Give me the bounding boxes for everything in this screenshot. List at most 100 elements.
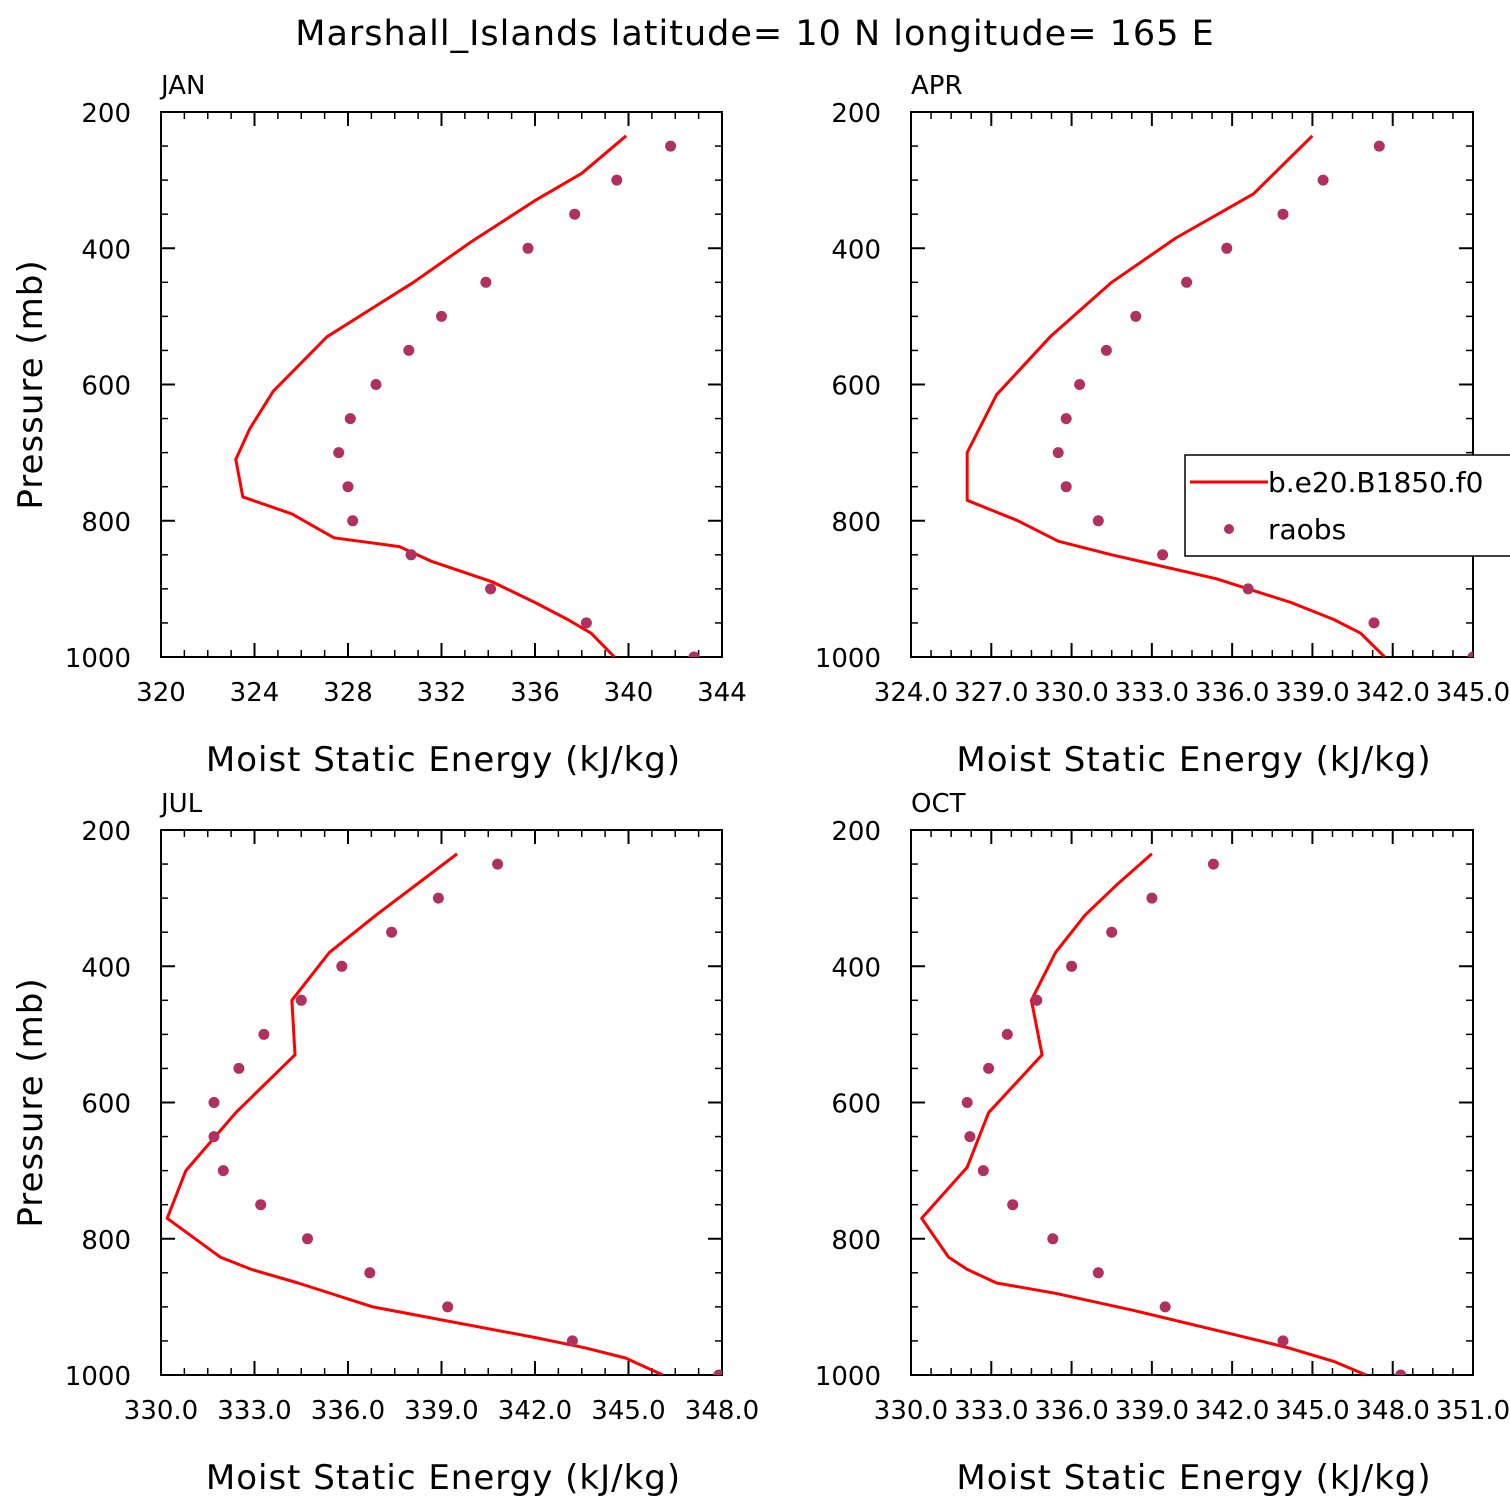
raobs-point — [1047, 1233, 1059, 1245]
x-tick-label: 345.0 — [591, 1396, 665, 1426]
model-line-jul — [165, 852, 664, 1375]
figure-title: Marshall_Islands latitude= 10 N longitud… — [295, 14, 1214, 54]
raobs-point — [344, 413, 356, 425]
x-tick-label: 320 — [136, 678, 186, 708]
y-tick-label: 1000 — [815, 644, 881, 674]
y-tick-label: 1000 — [65, 644, 131, 674]
y-tick-label: 600 — [831, 372, 881, 402]
raobs-point — [522, 242, 534, 254]
raobs-point — [1395, 1369, 1407, 1375]
y-tick-label: 1000 — [815, 1362, 881, 1392]
raobs-point — [1207, 858, 1219, 870]
y-tick-label: 400 — [831, 953, 881, 983]
raobs-point — [1106, 926, 1118, 938]
raobs-point — [442, 1301, 454, 1313]
y-tick-label: 200 — [831, 817, 881, 847]
raobs-point — [1052, 447, 1064, 459]
panels: JAN 320 324 328 332 336 340 344 200 400 600 800 1000… — [11, 71, 1510, 1498]
x-tick-label: 330.0 — [1034, 678, 1108, 708]
x-tick-label: 324.0 — [874, 678, 948, 708]
raobs-point — [1066, 960, 1078, 972]
raobs-point — [1060, 481, 1072, 493]
raobs-point — [403, 344, 415, 356]
raobs-point — [1092, 1267, 1104, 1279]
x-tick-label: 333.0 — [954, 1396, 1028, 1426]
y-tick-label: 600 — [81, 372, 131, 402]
x-tick-label: 336.0 — [1034, 1396, 1108, 1426]
x-tick-label: 342.0 — [1195, 1396, 1269, 1426]
y-tick-label: 400 — [831, 235, 881, 265]
raobs-point — [580, 617, 592, 629]
raobs-point — [233, 1062, 245, 1074]
panel-apr: APR 324.0 327.0 330.0 333.0 336.0 339.0 342.0 34… — [815, 71, 1510, 780]
raobs-point — [1146, 892, 1158, 904]
x-axis-label-oct: Moist Static Energy (kJ/kg) — [956, 1458, 1431, 1498]
raobs-point — [1001, 1028, 1013, 1040]
legend-marker-raobs — [1224, 524, 1234, 534]
raobs-point — [1181, 276, 1193, 288]
legend-label-raobs: raobs — [1268, 513, 1346, 546]
panel-label-jan: JAN — [159, 71, 205, 101]
raobs-point — [436, 310, 447, 322]
raobs-point — [208, 1097, 220, 1108]
raobs-point — [1373, 140, 1385, 152]
legend-frame — [1184, 454, 1510, 557]
model-line-jan — [234, 134, 628, 657]
raobs-point — [1007, 1199, 1019, 1211]
panel-label-apr: APR — [911, 71, 963, 101]
model-line-apr — [965, 134, 1386, 657]
raobs-point — [1368, 617, 1380, 629]
raobs-point — [977, 1165, 989, 1177]
x-tick-label: 327.0 — [954, 678, 1028, 708]
plot-frame-apr — [910, 111, 1474, 658]
x-tick-label: 348.0 — [685, 1396, 759, 1426]
panel-oct: OCT 330.0 333.0 336.0 339.0 342.0 345.0 348.0 35… — [815, 789, 1510, 1498]
x-tick-label: 339.0 — [1275, 678, 1349, 708]
y-axis-label-jan: Pressure (mb) — [11, 259, 51, 509]
x-tick-label: 330.0 — [874, 1396, 948, 1426]
y-tick-label: 200 — [81, 817, 131, 847]
plot-data-oct — [920, 852, 1407, 1375]
raobs-point — [983, 1062, 995, 1074]
raobs-point — [208, 1131, 220, 1143]
raobs-point — [1159, 1301, 1171, 1313]
raobs-point — [1242, 583, 1254, 595]
raobs-point — [432, 892, 444, 904]
x-tick-label: 351.0 — [1436, 1396, 1510, 1426]
x-tick-label: 345.0 — [1275, 1396, 1349, 1426]
x-tick-label: 333.0 — [1115, 678, 1189, 708]
x-tick-label: 339.0 — [1115, 1396, 1189, 1426]
panel-jan: JAN 320 324 328 332 336 340 344 200 400 600 800 1000… — [11, 71, 747, 780]
raobs-point — [1467, 651, 1473, 657]
plot-data-jul — [165, 852, 722, 1375]
raobs-point — [665, 140, 677, 152]
x-tick-label: 345.0 — [1436, 678, 1510, 708]
x-tick-label: 336.0 — [1195, 678, 1269, 708]
raobs-point — [342, 481, 354, 493]
raobs-point — [217, 1165, 229, 1177]
y-tick-label: 800 — [831, 1226, 881, 1256]
x-tick-label: 344 — [697, 678, 747, 708]
raobs-point — [611, 174, 623, 186]
x-tick-label: 336.0 — [311, 1396, 385, 1426]
raobs-point — [961, 1097, 973, 1108]
raobs-point — [1277, 208, 1289, 220]
raobs-point — [480, 276, 492, 288]
raobs-point — [1092, 515, 1104, 527]
panel-label-jul: JUL — [159, 789, 203, 819]
raobs-point — [370, 379, 382, 390]
raobs-point — [1130, 310, 1142, 322]
x-tick-label: 333.0 — [217, 1396, 291, 1426]
x-axis-label-apr: Moist Static Energy (kJ/kg) — [956, 740, 1431, 780]
panel-label-oct: OCT — [911, 789, 966, 819]
raobs-point — [336, 960, 348, 972]
raobs-point — [405, 549, 417, 561]
x-tick-label: 342.0 — [1355, 678, 1429, 708]
raobs-point — [688, 651, 700, 657]
x-tick-label: 324 — [230, 678, 280, 708]
y-tick-label: 400 — [81, 953, 131, 983]
raobs-point — [302, 1233, 313, 1245]
y-tick-label: 1000 — [65, 1362, 131, 1392]
plot-data-apr — [965, 134, 1473, 657]
raobs-point — [1317, 174, 1329, 186]
